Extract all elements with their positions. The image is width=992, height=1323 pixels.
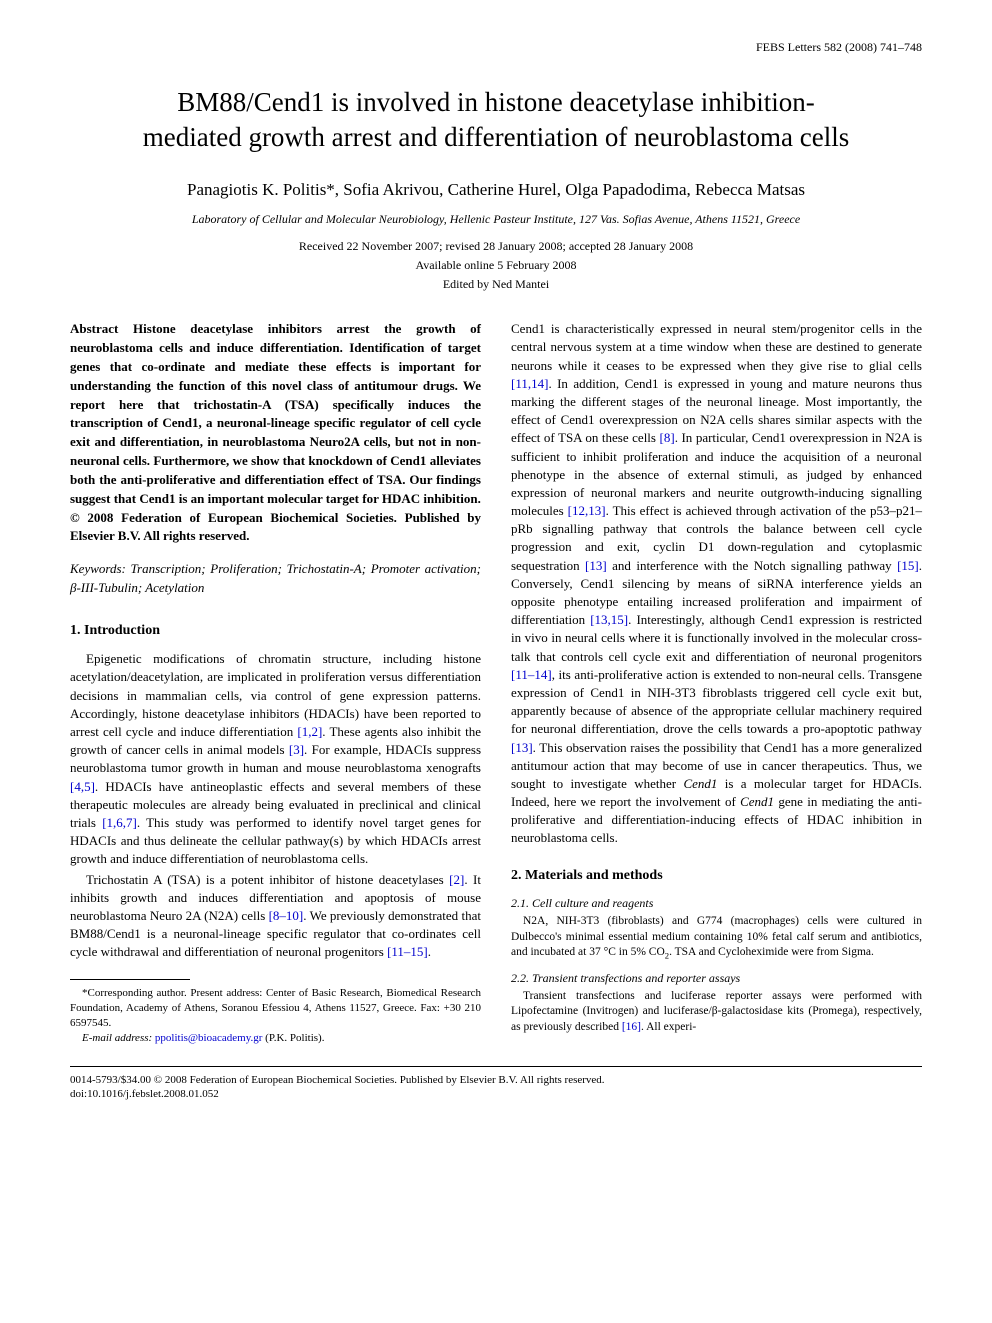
ref-link[interactable]: [3] bbox=[289, 742, 304, 757]
abstract-text: Histone deacetylase inhibitors arrest th… bbox=[70, 321, 481, 506]
ref-link[interactable]: [8] bbox=[660, 430, 675, 445]
affiliation-line: Laboratory of Cellular and Molecular Neu… bbox=[70, 212, 922, 227]
ref-link[interactable]: [12,13] bbox=[568, 503, 606, 518]
two-column-body: Abstract Histone deacetylase inhibitors … bbox=[70, 320, 922, 1046]
left-column: Abstract Histone deacetylase inhibitors … bbox=[70, 320, 481, 1046]
keywords-block: Keywords: Transcription; Proliferation; … bbox=[70, 560, 481, 596]
subsection-2-2-text: Transient transfections and luciferase r… bbox=[511, 989, 922, 1036]
subsection-2-1-text: N2A, NIH-3T3 (fibroblasts) and G774 (mac… bbox=[511, 914, 922, 962]
ref-link[interactable]: [16] bbox=[622, 1021, 641, 1033]
journal-header: FEBS Letters 582 (2008) 741–748 bbox=[70, 40, 922, 55]
abstract-copyright: © 2008 Federation of European Biochemica… bbox=[70, 510, 481, 544]
corresponding-author-footnote: *Corresponding author. Present address: … bbox=[70, 986, 481, 1031]
abstract-label: Abstract bbox=[70, 321, 118, 336]
ref-link[interactable]: [13,15] bbox=[590, 612, 628, 627]
keywords-text: Transcription; Proliferation; Trichostat… bbox=[70, 561, 481, 594]
ref-link[interactable]: [15] bbox=[897, 558, 919, 573]
page-container: FEBS Letters 582 (2008) 741–748 BM88/Cen… bbox=[0, 0, 992, 1131]
received-date: Received 22 November 2007; revised 28 Ja… bbox=[70, 239, 922, 254]
ref-link[interactable]: [8–10] bbox=[269, 908, 304, 923]
email-link[interactable]: ppolitis@bioacademy.gr bbox=[155, 1032, 262, 1044]
abstract-block: Abstract Histone deacetylase inhibitors … bbox=[70, 320, 481, 546]
ref-link[interactable]: [13] bbox=[511, 740, 533, 755]
email-suffix: (P.K. Politis). bbox=[265, 1032, 324, 1044]
email-label: E-mail address: bbox=[82, 1032, 152, 1044]
article-title: BM88/Cend1 is involved in histone deacet… bbox=[130, 85, 862, 155]
ref-link[interactable]: [1,6,7] bbox=[102, 815, 137, 830]
ref-link[interactable]: [1,2] bbox=[297, 724, 322, 739]
authors-line: Panagiotis K. Politis*, Sofia Akrivou, C… bbox=[70, 180, 922, 200]
ref-link[interactable]: [4,5] bbox=[70, 779, 95, 794]
available-date: Available online 5 February 2008 bbox=[70, 258, 922, 273]
email-footnote: E-mail address: ppolitis@bioacademy.gr (… bbox=[70, 1031, 481, 1046]
keywords-label: Keywords: bbox=[70, 561, 126, 576]
intro-paragraph-1: Epigenetic modifications of chromatin st… bbox=[70, 650, 481, 868]
subsection-2-1-heading: 2.1. Cell culture and reagents bbox=[511, 895, 922, 912]
edited-by: Edited by Ned Mantei bbox=[70, 277, 922, 292]
subsection-2-2-heading: 2.2. Transient transfections and reporte… bbox=[511, 970, 922, 987]
section-2-heading: 2. Materials and methods bbox=[511, 866, 922, 886]
ref-link[interactable]: [11,14] bbox=[511, 376, 548, 391]
section-1-heading: 1. Introduction bbox=[70, 621, 481, 641]
intro-paragraph-2: Trichostatin A (TSA) is a potent inhibit… bbox=[70, 871, 481, 962]
footer-copyright: 0014-5793/$34.00 © 2008 Federation of Eu… bbox=[70, 1073, 922, 1087]
ref-link[interactable]: [11–14] bbox=[511, 667, 552, 682]
ref-link[interactable]: [2] bbox=[449, 872, 464, 887]
ref-link[interactable]: [13] bbox=[585, 558, 607, 573]
col2-paragraph-1: Cend1 is characteristically expressed in… bbox=[511, 320, 922, 847]
footer-rule bbox=[70, 1066, 922, 1067]
footnote-separator bbox=[70, 979, 190, 980]
right-column: Cend1 is characteristically expressed in… bbox=[511, 320, 922, 1046]
ref-link[interactable]: [11–15] bbox=[387, 944, 428, 959]
footer-doi: doi:10.1016/j.febslet.2008.01.052 bbox=[70, 1087, 922, 1101]
